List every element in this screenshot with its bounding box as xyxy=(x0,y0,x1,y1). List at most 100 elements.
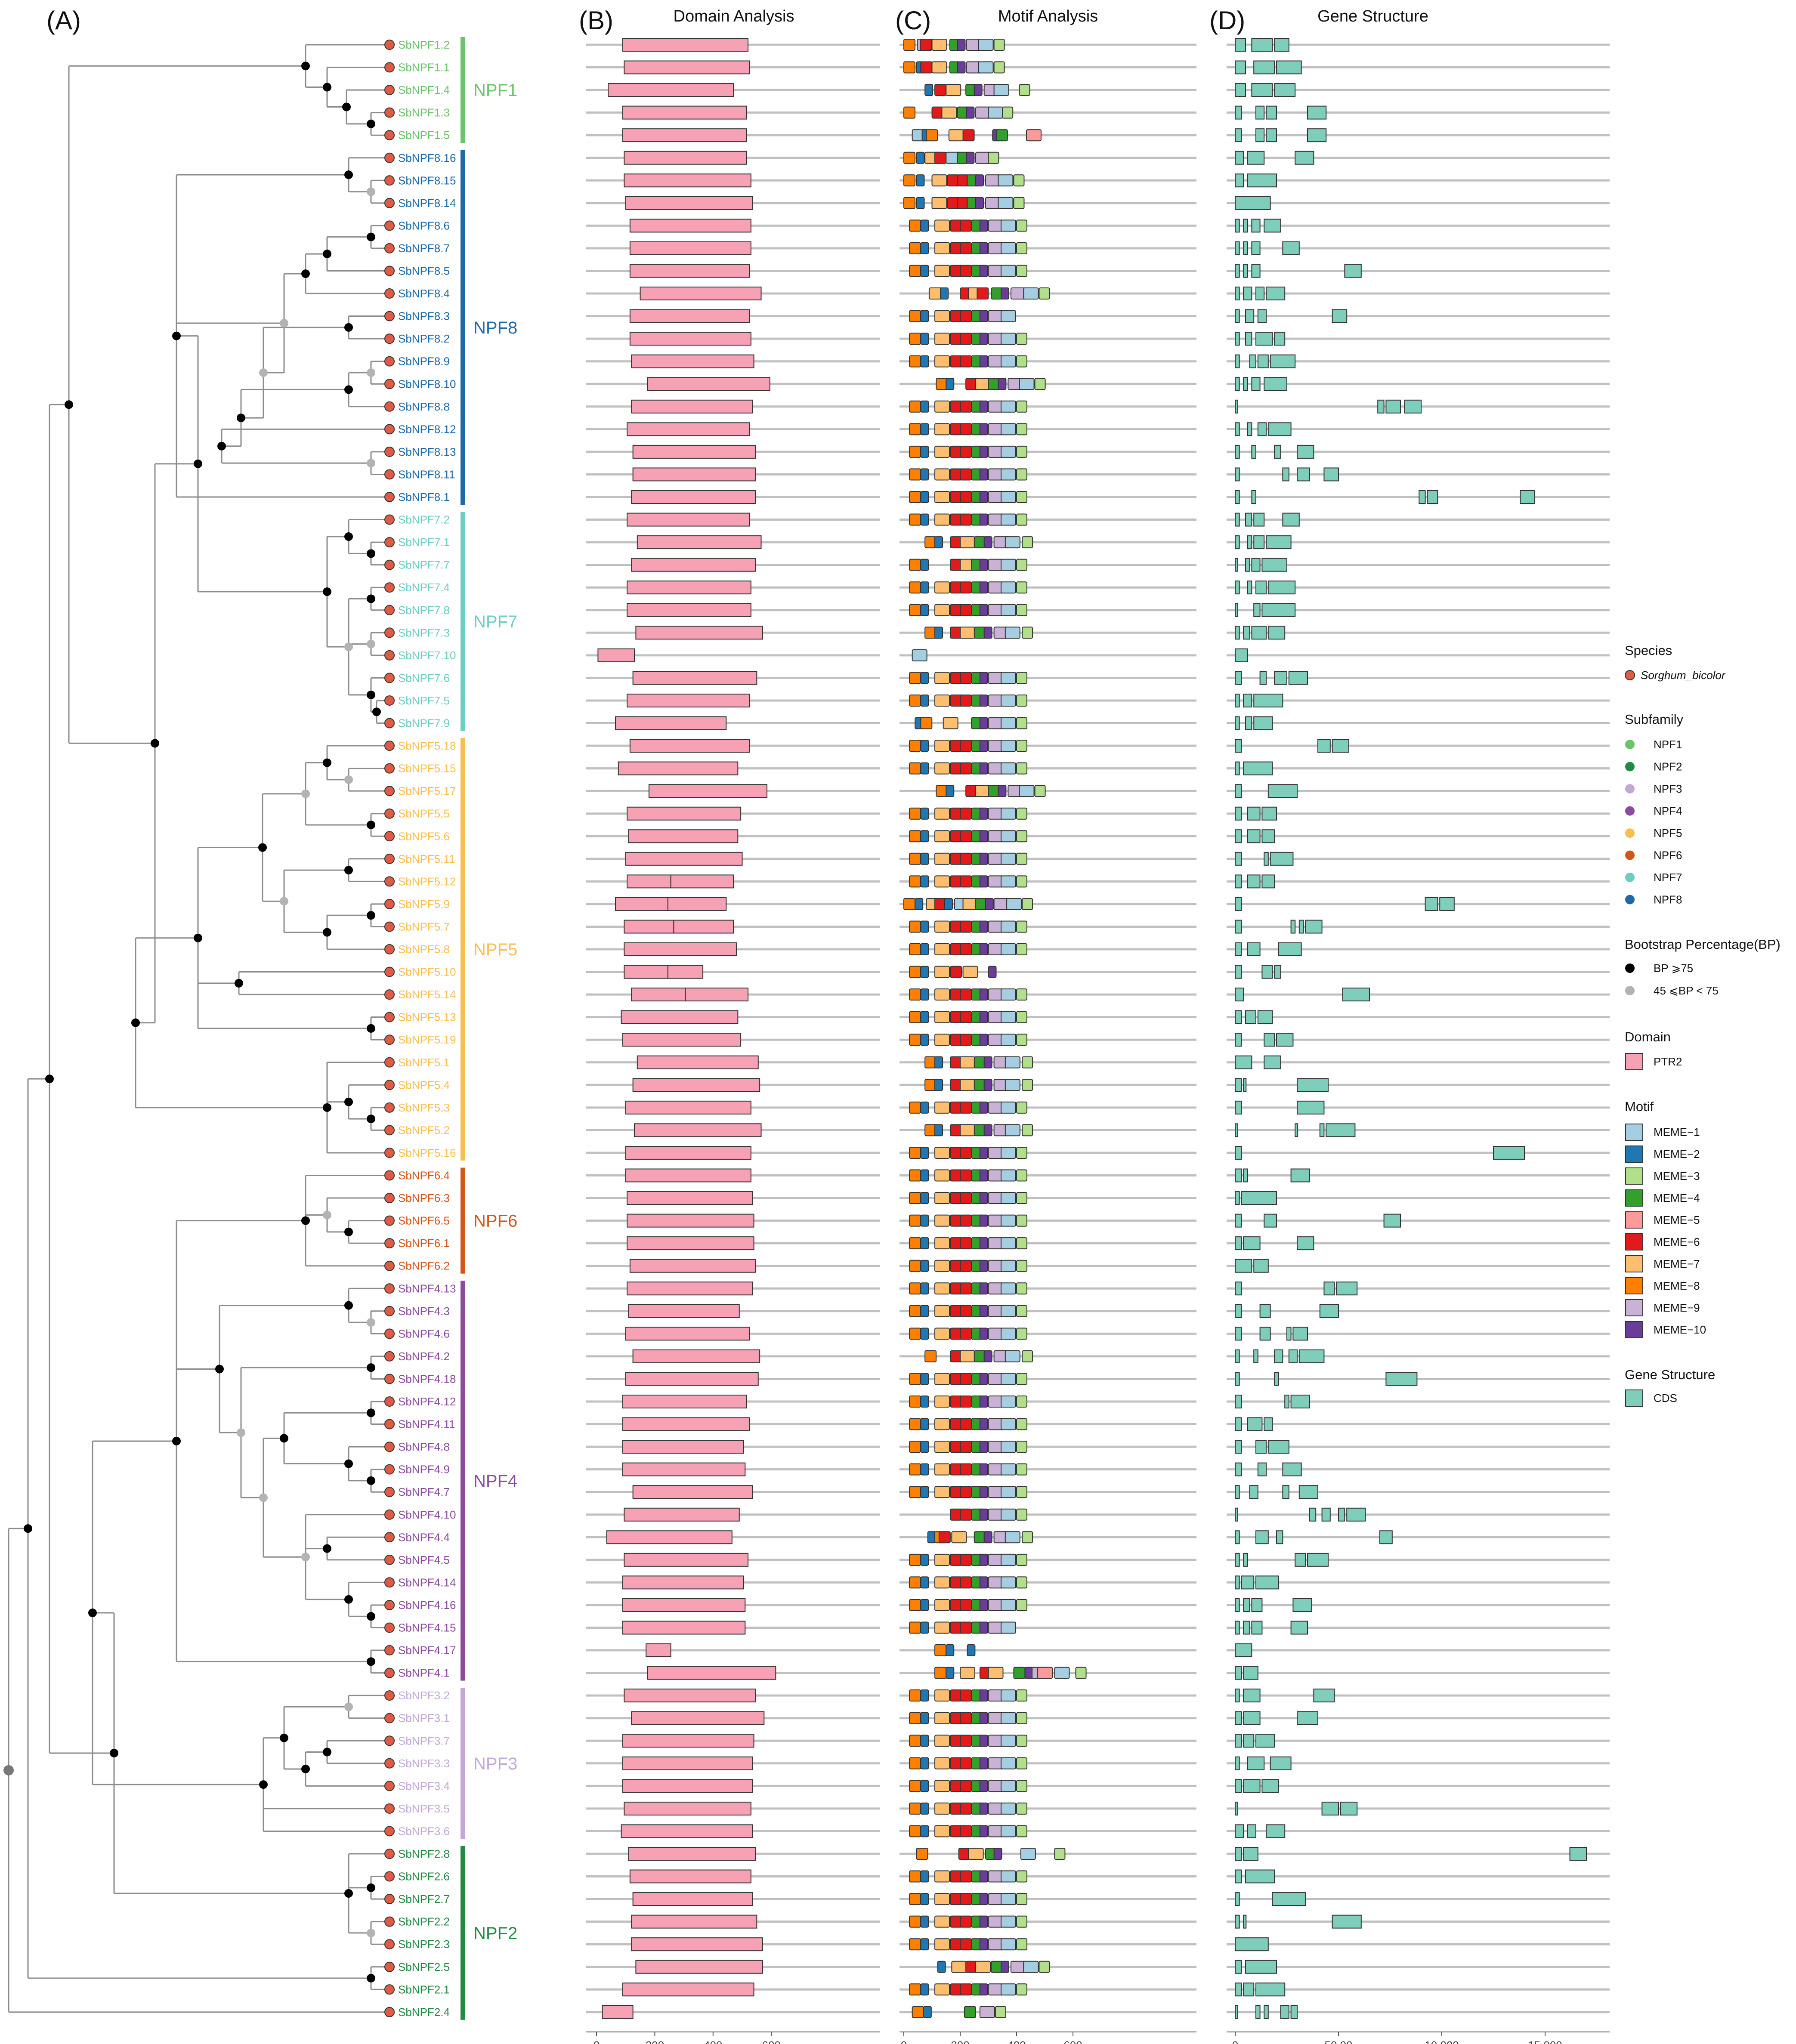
tip-point xyxy=(385,1125,394,1135)
cds-block xyxy=(1343,988,1369,1001)
motif-box xyxy=(980,1147,988,1158)
bootstrap-node xyxy=(235,979,243,988)
cds-block xyxy=(1262,830,1274,843)
motif-box xyxy=(921,1441,928,1452)
cds-block xyxy=(1235,468,1240,481)
cds-block xyxy=(1295,1553,1305,1566)
cds-block xyxy=(1297,468,1310,481)
motif-box xyxy=(909,1283,921,1294)
motif-box xyxy=(1017,1758,1027,1769)
bootstrap-node xyxy=(344,385,353,394)
bootstrap-node xyxy=(344,1595,353,1604)
motif-box xyxy=(921,1577,928,1588)
motif-box xyxy=(909,1486,921,1497)
bootstrap-node xyxy=(301,62,310,70)
motif-box xyxy=(912,2007,924,2018)
motif-box xyxy=(1017,1419,1027,1430)
tip-point xyxy=(385,469,394,479)
motif-box xyxy=(960,1554,971,1565)
cds-block xyxy=(1256,581,1266,594)
legend-species-name: Sorghum_bicolor xyxy=(1641,669,1726,682)
motif-box xyxy=(967,1645,975,1656)
cds-block xyxy=(1235,1961,1241,1973)
motif-box xyxy=(935,1871,949,1882)
motif-box xyxy=(1001,446,1016,457)
motif-box xyxy=(980,1441,988,1452)
motif-box xyxy=(909,1328,921,1339)
tip-point xyxy=(385,1826,394,1836)
gene-label: SbNPF8.13 xyxy=(398,445,456,458)
motif-box xyxy=(1001,1599,1016,1611)
motif-box xyxy=(921,1713,928,1724)
motif-box xyxy=(960,1509,971,1520)
cds-block xyxy=(1235,1508,1238,1521)
cds-block xyxy=(1279,943,1301,956)
cds-block xyxy=(1320,1305,1338,1318)
cds-block xyxy=(1256,1734,1274,1747)
cds-block xyxy=(1293,1599,1311,1612)
motif-box xyxy=(932,39,947,50)
motif-box xyxy=(1017,831,1027,842)
tip-point xyxy=(385,1465,394,1474)
motif-box xyxy=(935,672,949,683)
domain-panel xyxy=(586,38,880,2019)
legend-bp-high-label: BP ⩾75 xyxy=(1654,962,1693,975)
bootstrap-node xyxy=(301,1553,310,1561)
domain-tick-label: 200 xyxy=(646,2039,664,2044)
motif-box xyxy=(935,1147,949,1158)
gene-label: SbNPF4.8 xyxy=(398,1440,450,1453)
motif-box xyxy=(921,311,928,322)
motif-box xyxy=(935,514,949,525)
motif-box xyxy=(921,1328,928,1339)
motif-box xyxy=(946,1645,954,1656)
bootstrap-node xyxy=(323,83,331,92)
cds-block xyxy=(1324,1282,1334,1295)
motif-box xyxy=(980,469,988,480)
tip-point xyxy=(385,1759,394,1768)
cds-block xyxy=(1235,1440,1241,1453)
motif-box xyxy=(1001,1939,1016,1950)
motif-box xyxy=(935,1735,949,1746)
motif-box xyxy=(1001,333,1016,344)
ptr2-domain xyxy=(646,1644,671,1657)
motif-box xyxy=(998,175,1013,186)
tip-point xyxy=(385,1306,394,1316)
tip-point xyxy=(385,198,394,208)
gene-label: SbNPF3.5 xyxy=(398,1802,450,1815)
motif-box xyxy=(1023,288,1038,299)
motif-box xyxy=(1017,1102,1027,1113)
motif-box xyxy=(935,1260,949,1272)
cds-block xyxy=(1252,1599,1262,1612)
cds-block xyxy=(1308,106,1326,119)
motif-box xyxy=(960,1893,971,1905)
gene-label: SbNPF5.11 xyxy=(398,852,455,865)
cds-block xyxy=(1246,717,1252,730)
cds-block xyxy=(1243,287,1252,300)
motif-box xyxy=(935,763,949,774)
motif-box xyxy=(964,2007,976,2018)
tip-point xyxy=(385,1103,394,1112)
motif-box xyxy=(1017,1486,1027,1497)
cds-block xyxy=(1252,377,1260,390)
motif-box xyxy=(1054,1848,1065,1859)
motif-box xyxy=(1014,1667,1025,1679)
motif-box xyxy=(960,1441,971,1452)
motif-box xyxy=(909,1306,921,1317)
tip-point xyxy=(385,1985,394,1994)
legend-domain-swatch xyxy=(1626,1053,1643,1070)
motif-box xyxy=(979,62,993,73)
tip-point xyxy=(385,537,394,547)
legend-motif-swatch xyxy=(1626,1190,1643,1206)
cds-block xyxy=(1254,717,1272,730)
motif-box xyxy=(980,989,988,1000)
motif-box xyxy=(980,1871,988,1882)
cds-block xyxy=(1235,1463,1241,1476)
cds-block xyxy=(1252,83,1272,96)
motif-box xyxy=(1017,401,1027,412)
motif-box xyxy=(1020,785,1034,797)
motif-box xyxy=(909,1373,921,1384)
motif-box xyxy=(989,152,999,164)
cds-block xyxy=(1378,400,1384,413)
cds-block xyxy=(1235,1056,1252,1069)
tip-point xyxy=(385,741,394,750)
